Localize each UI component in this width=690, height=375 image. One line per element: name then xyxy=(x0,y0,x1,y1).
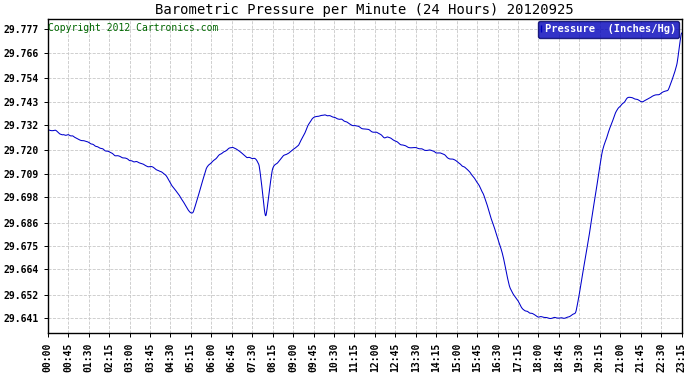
Title: Barometric Pressure per Minute (24 Hours) 20120925: Barometric Pressure per Minute (24 Hours… xyxy=(155,3,574,18)
Legend: Pressure  (Inches/Hg): Pressure (Inches/Hg) xyxy=(538,21,680,38)
Text: Copyright 2012 Cartronics.com: Copyright 2012 Cartronics.com xyxy=(48,23,219,33)
